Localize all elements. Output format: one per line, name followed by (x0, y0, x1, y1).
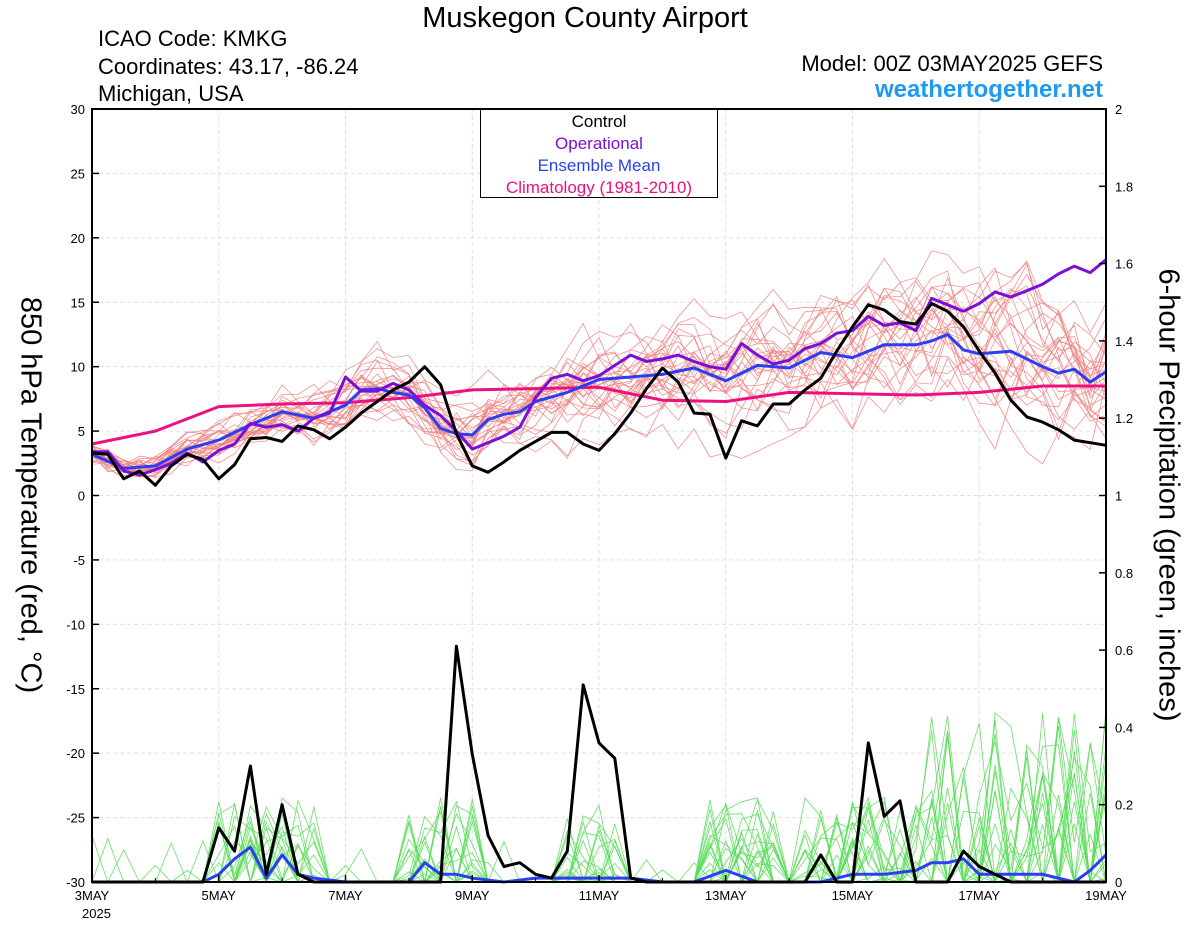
x-tick-label: 17MAY (958, 888, 1000, 903)
y-right-tick-label: 0.4 (1115, 720, 1133, 735)
precip-member-line (91, 711, 1107, 884)
y-right-tick-label: 0 (1115, 875, 1122, 890)
legend-control: Control (571, 112, 627, 131)
temp-control-line (91, 302, 1107, 487)
y-left-tick-label: -10 (66, 617, 85, 632)
y-right-tick-label: 1.8 (1115, 179, 1133, 194)
y-left-tick-label: -15 (66, 682, 85, 697)
y-left-tick-label: -20 (66, 746, 85, 761)
x-tick-label: 9MAY (455, 888, 490, 903)
temp-member-line (91, 324, 1107, 471)
y-axis-label-left: 850 hPa Temperature (red, °C) (14, 296, 47, 694)
temp-operational-line (92, 258, 1107, 477)
temp-member-line (91, 317, 1107, 474)
axes: 302520151050-5-10-15-20-25-3021.81.61.41… (66, 102, 1133, 903)
x-year-label: 2025 (82, 906, 111, 921)
y-left-tick-label: 10 (71, 360, 85, 375)
page-title: Muskegon County Airport (422, 2, 748, 34)
coordinates: Coordinates: 43.17, -86.24 (98, 54, 359, 79)
temp-member-line (91, 315, 1107, 474)
temp-member-line (91, 288, 1107, 469)
temp-member-line (91, 250, 1107, 471)
legend-climatology: Climatology (1981-2010) (505, 178, 693, 197)
temp-member-line (91, 280, 1107, 469)
temp-member-line (91, 286, 1107, 472)
temp-member-line (91, 287, 1107, 478)
x-tick-label: 7MAY (328, 888, 363, 903)
x-tick-label: 19MAY (1085, 888, 1127, 903)
y-left-tick-label: 15 (71, 295, 85, 310)
y-left-tick-label: 5 (78, 424, 85, 439)
y-left-tick-label: 25 (71, 166, 85, 181)
temp-member-line (91, 287, 1107, 474)
y-right-tick-label: 0.2 (1115, 798, 1133, 813)
y-left-tick-label: 30 (71, 102, 85, 117)
site-name[interactable]: weathertogether.net (874, 76, 1103, 103)
y-left-tick-label: 20 (71, 231, 85, 246)
grid (92, 109, 1106, 882)
legend-operational: Operational (555, 134, 643, 153)
temp-member-line (91, 286, 1107, 473)
y-left-tick-label: -30 (66, 875, 85, 890)
y-right-tick-label: 0.8 (1115, 566, 1133, 581)
y-right-tick-label: 1.4 (1115, 334, 1133, 349)
y-left-tick-label: -5 (73, 553, 85, 568)
temp-member-line (91, 261, 1107, 471)
y-right-tick-label: 1 (1115, 489, 1122, 504)
x-tick-label: 3MAY (75, 888, 110, 903)
legend-ensemble-mean: Ensemble Mean (537, 156, 661, 175)
y-left-tick-label: 0 (78, 489, 85, 504)
y-right-tick-label: 2 (1115, 102, 1122, 117)
x-tick-label: 15MAY (832, 888, 874, 903)
legend: Control Operational Ensemble Mean Climat… (480, 109, 718, 198)
y-left-tick-label: -25 (66, 811, 85, 826)
temp-climatology-line (91, 384, 1106, 446)
y-right-tick-label: 1.6 (1115, 257, 1133, 272)
precip-member-line (92, 775, 1107, 884)
y-right-tick-label: 0.6 (1115, 643, 1133, 658)
temp-member-line (91, 273, 1107, 477)
icao-code: ICAO Code: KMKG (98, 26, 288, 51)
model-run: Model: 00Z 03MAY2025 GEFS (801, 51, 1103, 76)
region: Michigan, USA (98, 81, 244, 106)
y-axis-label-right: 6-hour Precipitation (green, inches) (1152, 268, 1185, 722)
x-tick-label: 5MAY (202, 888, 237, 903)
y-right-tick-label: 1.2 (1115, 411, 1133, 426)
temp-member-line (91, 327, 1107, 467)
temp-member-line (91, 316, 1107, 478)
precip-member-line (92, 792, 1107, 884)
x-tick-label: 13MAY (705, 888, 747, 903)
x-tick-label: 11MAY (579, 888, 620, 903)
